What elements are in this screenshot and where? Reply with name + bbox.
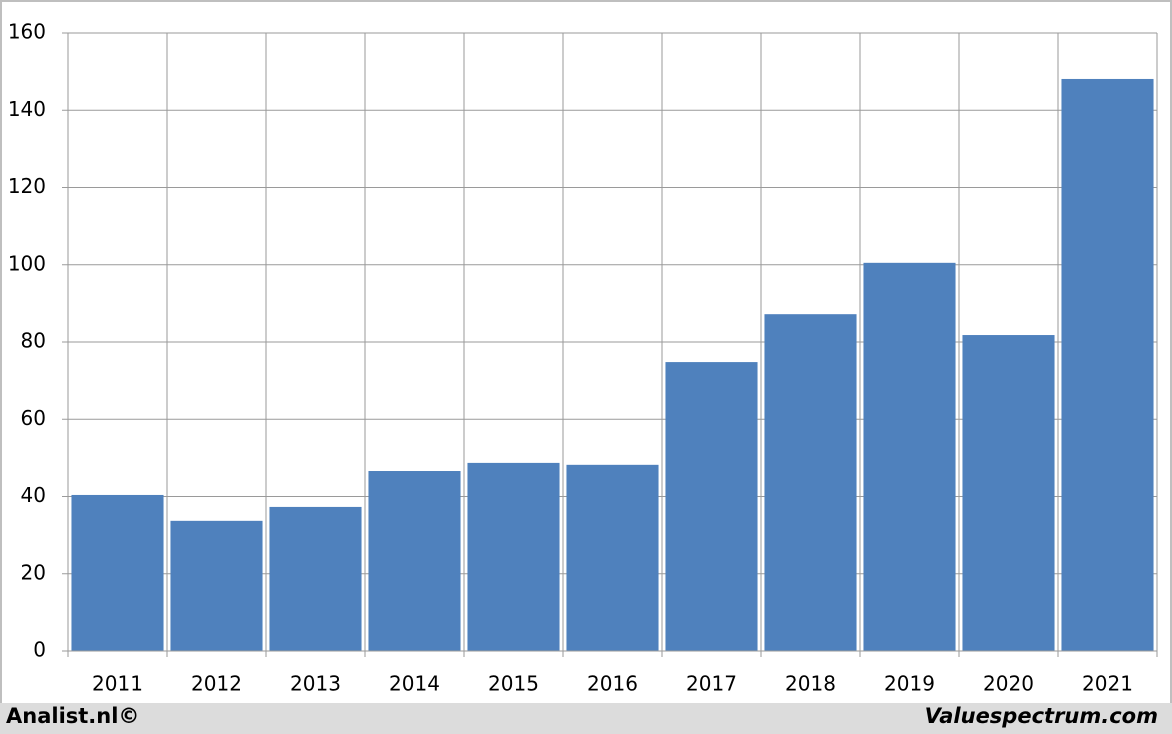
x-tick-label: 2011 [92,672,143,696]
x-tick-label: 2015 [488,672,539,696]
y-tick-label: 0 [33,638,46,662]
bar [962,335,1055,651]
x-tick-label: 2014 [389,672,440,696]
y-tick-label: 40 [21,483,46,507]
bar [764,314,857,651]
bar [467,462,560,651]
x-tick-label: 2018 [785,672,836,696]
y-tick-label: 20 [21,560,46,584]
y-tick-label: 80 [21,329,46,353]
footer-band [0,703,1172,734]
bar [71,494,164,651]
y-tick-label: 120 [8,174,46,198]
x-tick-label: 2016 [587,672,638,696]
y-tick-label: 140 [8,97,46,121]
bar [170,520,263,651]
bar [566,464,659,651]
bar [863,262,956,651]
y-tick-label: 60 [21,406,46,430]
x-tick-label: 2017 [686,672,737,696]
bar [1061,78,1154,652]
bar [269,506,362,651]
footer-right: Valuespectrum.com [925,704,1158,728]
x-tick-label: 2013 [290,672,341,696]
x-tick-label: 2019 [884,672,935,696]
footer-left: Analist.nl© [6,704,139,728]
x-tick-label: 2021 [1082,672,1133,696]
bar [368,471,461,651]
x-tick-label: 2020 [983,672,1034,696]
bar [665,362,758,651]
y-tick-label: 100 [8,251,46,275]
y-tick-label: 160 [8,20,46,44]
x-tick-label: 2012 [191,672,242,696]
